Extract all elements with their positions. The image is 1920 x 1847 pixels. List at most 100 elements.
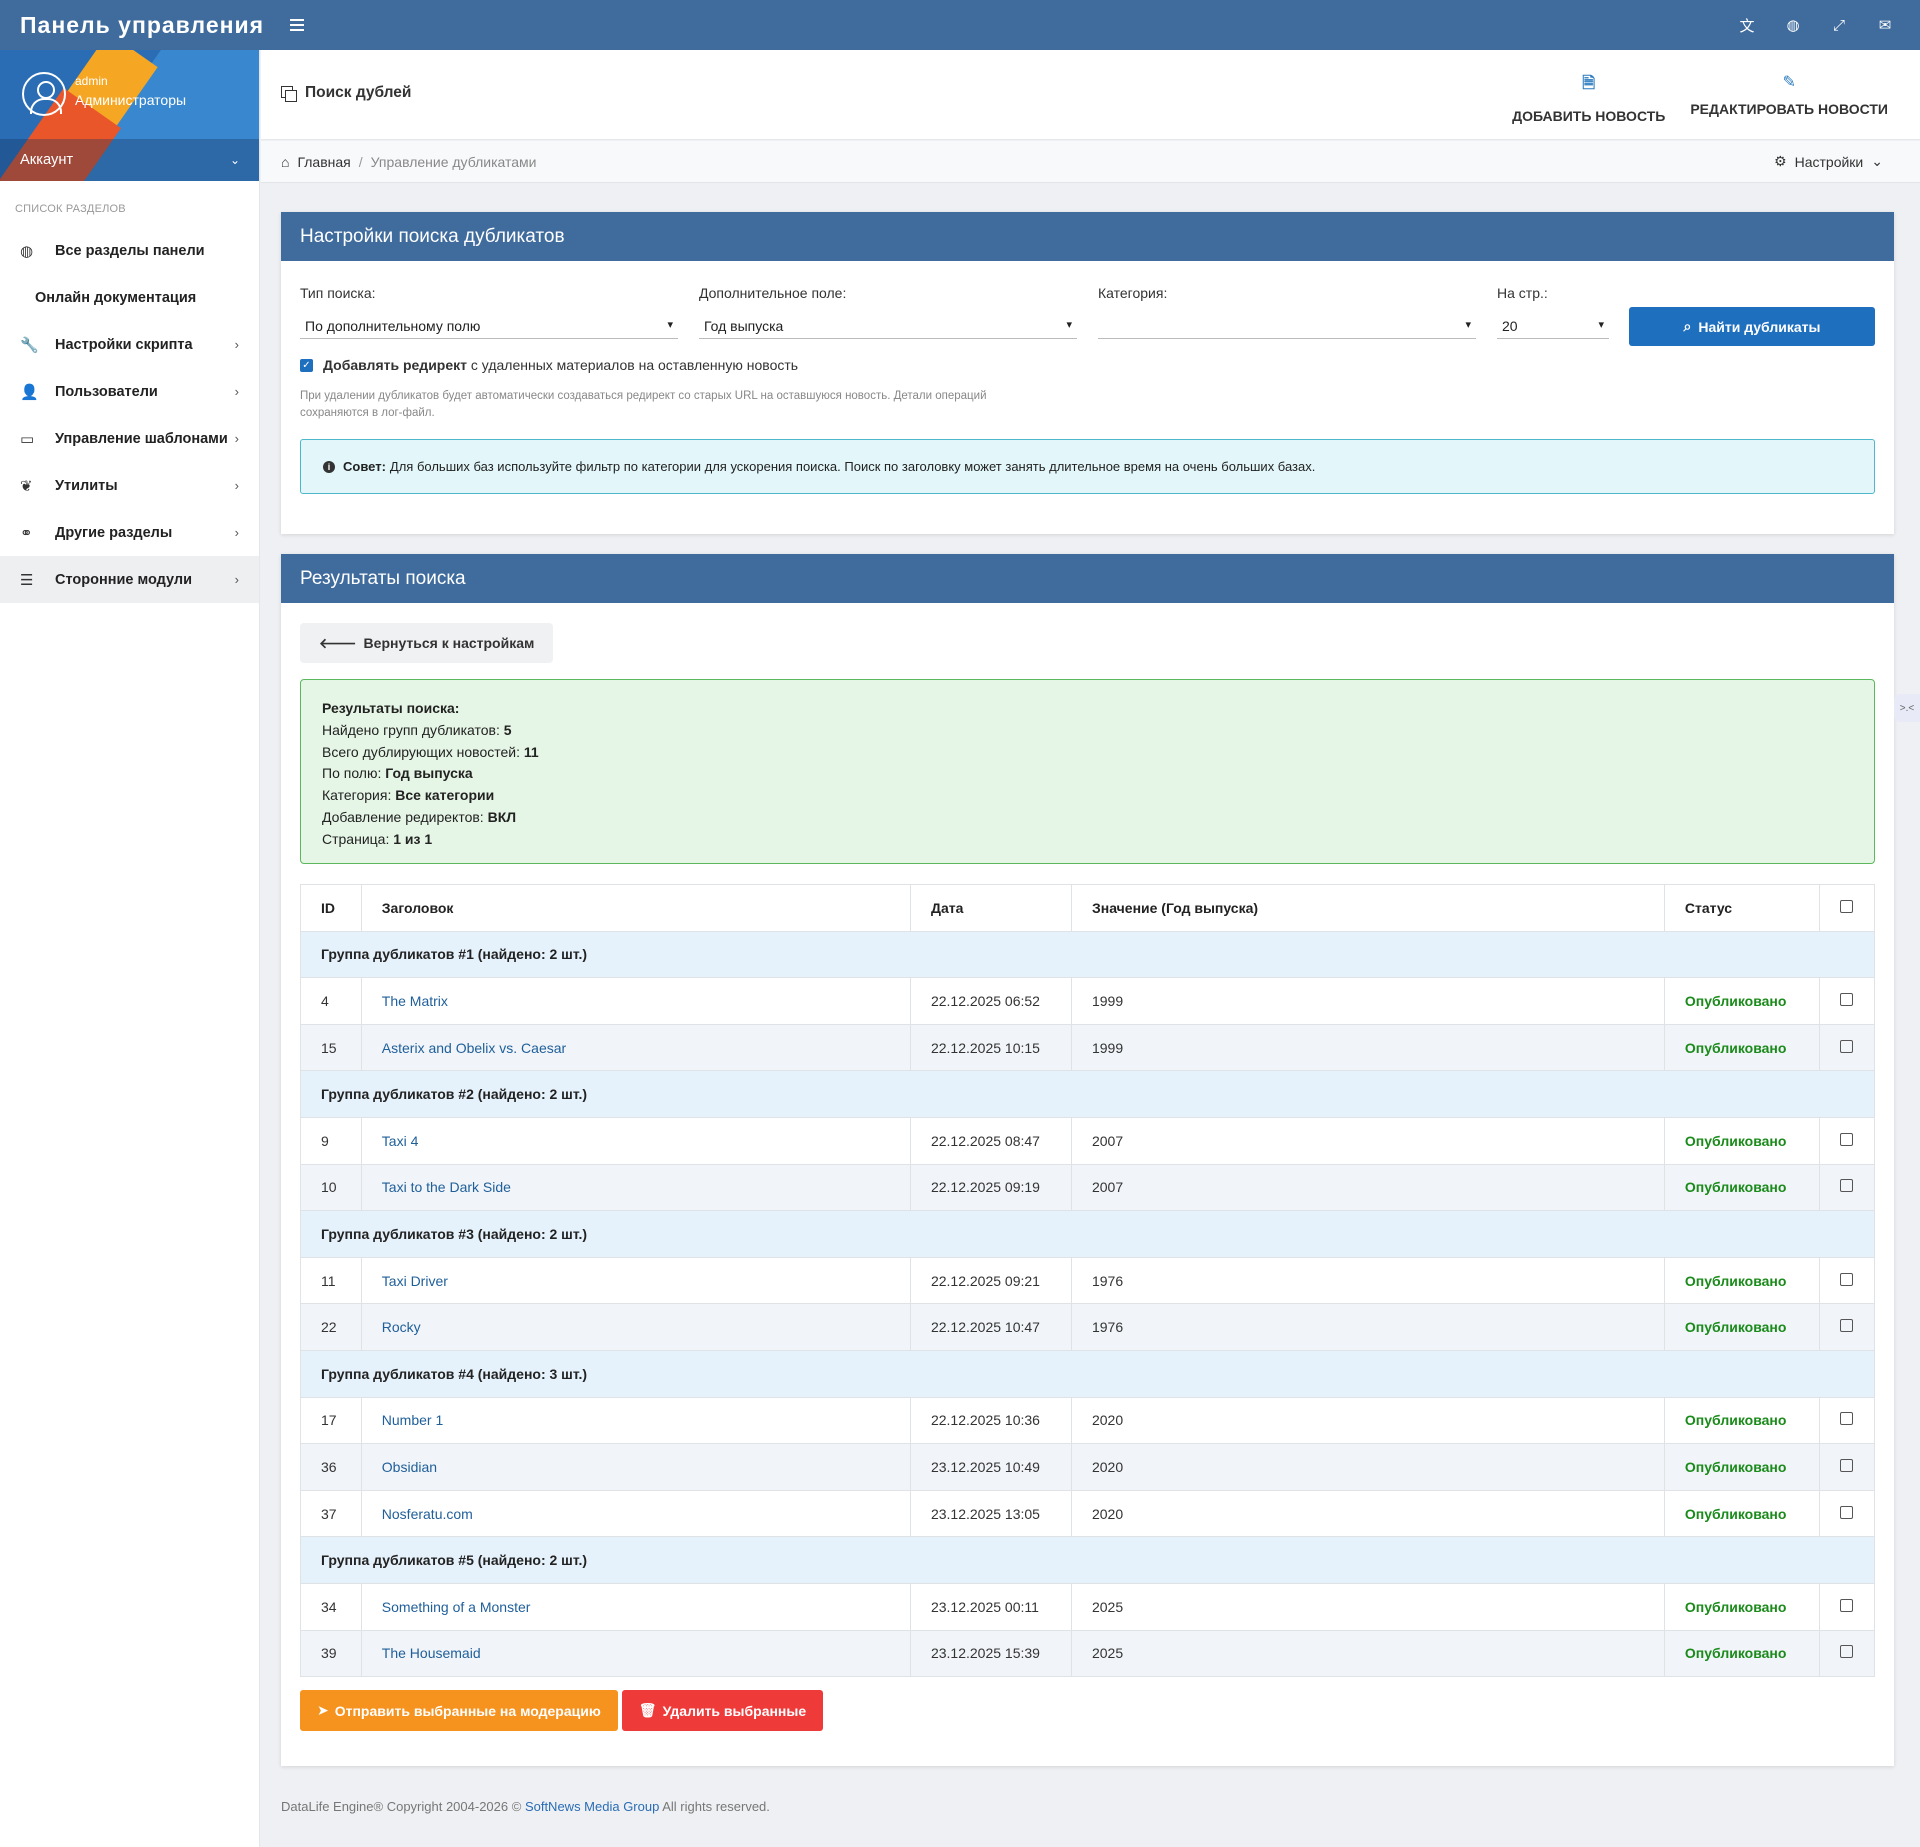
sidebar-item[interactable]: ⚭ Другие разделы › — [0, 509, 259, 556]
settings-dropdown[interactable]: ⚙ Настройки ⌄ — [1774, 153, 1883, 170]
user-name: admin — [75, 74, 108, 88]
breadcrumb-home[interactable]: ⌂ Главная — [281, 153, 351, 170]
cell-id: 11 — [300, 1256, 362, 1305]
chevron-right-icon: › — [234, 525, 239, 540]
chevron-right-icon: › — [234, 572, 239, 587]
sidebar-item[interactable]: Онлайн документация — [0, 274, 259, 321]
chevron-right-icon: › — [234, 384, 239, 399]
brand-title[interactable]: Панель управления — [20, 11, 265, 38]
sidebar-item-label: Все разделы панели — [55, 242, 205, 259]
cell-title: Rocky — [360, 1303, 911, 1351]
cell-title: Taxi to the Dark Side — [360, 1163, 911, 1212]
news-title-link[interactable]: Rocky — [381, 1319, 421, 1336]
redirect-help-text: При удалении дубликатов будет автоматиче… — [300, 390, 987, 419]
search-type-label: Тип поиска: — [300, 285, 376, 301]
cell-value: 2025 — [1070, 1582, 1665, 1631]
category-select[interactable]: ▾ — [1098, 313, 1476, 339]
row-checkbox[interactable] — [1818, 977, 1876, 1025]
laptop-icon: ▭ — [20, 430, 35, 448]
row-checkbox[interactable] — [1818, 1303, 1876, 1351]
sidebar-item-label: Пользователи — [55, 383, 158, 400]
news-title-link[interactable]: Something of a Monster — [381, 1598, 531, 1615]
group-header-label: Группа дубликатов #1 (найдено: 2 шт.) — [300, 930, 1875, 979]
extra-field-select[interactable]: Год выпуска ▾ — [699, 313, 1077, 339]
cell-date: 23.12.2025 15:39 — [909, 1629, 1072, 1678]
row-checkbox[interactable] — [1818, 1629, 1876, 1678]
cell-id: 37 — [300, 1489, 362, 1538]
table-row: 39 The Housemaid 23.12.2025 15:39 2025 Опубл… — [300, 1629, 1876, 1678]
send-to-moderation-button[interactable]: ➤ Отправить выбранные на модерацию — [300, 1690, 618, 1731]
search-type-select[interactable]: По дополнительному полю ▾ — [300, 313, 678, 339]
cell-value: 2020 — [1070, 1489, 1665, 1538]
row-checkbox[interactable] — [1818, 1023, 1876, 1072]
group-header-label: Группа дубликатов #5 (найдено: 2 шт.) — [300, 1536, 1875, 1584]
leaf-icon: ❦ — [20, 477, 33, 495]
globe-icon[interactable]: ◍ — [1786, 17, 1800, 34]
breadcrumb: ⌂ Главная / Управление дубликатами ⚙ Наст… — [261, 141, 1920, 183]
chevron-down-icon: ▾ — [1066, 319, 1072, 331]
per-page-select[interactable]: 20 ▾ — [1497, 313, 1609, 339]
results-card: Результаты поиска 🡐 Вернуться к настройк… — [281, 554, 1894, 1766]
envelope-icon[interactable]: ✉ — [1878, 17, 1892, 34]
duplicates-table: ID Заголовок Дата Значение (Год выпуска)… — [300, 884, 1876, 1678]
sidebar-item[interactable]: 👤 Пользователи › — [0, 368, 259, 415]
breadcrumb-current: Управление дубликатами — [370, 153, 537, 170]
sidebar-item[interactable]: ◍ Все разделы панели — [0, 227, 259, 274]
cell-date: 22.12.2025 06:52 — [909, 977, 1072, 1025]
sidebar-item[interactable]: ▭ Управление шаблонами › — [0, 415, 259, 462]
expand-icon[interactable]: ⤢ — [1832, 16, 1845, 34]
sidebar-item[interactable]: 🔧 Настройки скрипта › — [0, 321, 259, 368]
chevron-down-icon: ▾ — [1598, 319, 1604, 331]
sidebar-item[interactable]: ❦ Утилиты › — [0, 462, 259, 509]
news-title-link[interactable]: Nosferatu.com — [381, 1505, 473, 1522]
globe-icon: ◍ — [20, 242, 34, 260]
cell-date: 23.12.2025 00:11 — [909, 1582, 1072, 1631]
results-summary: Результаты поиска: Найдено групп дублика… — [300, 679, 1875, 864]
delete-selected-button[interactable]: 🗑 Удалить выбранные — [621, 1690, 824, 1731]
news-title-link[interactable]: Obsidian — [381, 1458, 438, 1475]
back-to-settings-button[interactable]: 🡐 Вернуться к настройкам — [300, 623, 554, 663]
group-header-row: Группа дубликатов #5 (найдено: 2 шт.) — [300, 1536, 1875, 1584]
news-title-link[interactable]: Taxi 4 — [381, 1132, 419, 1149]
select-all-checkbox[interactable] — [1818, 884, 1876, 932]
account-dropdown[interactable]: Аккаунт ⌄ — [0, 139, 259, 181]
news-title-link[interactable]: The Housemaid — [381, 1645, 481, 1662]
row-checkbox[interactable] — [1818, 1489, 1876, 1538]
page-title-text: Поиск дублей — [305, 84, 412, 101]
row-checkbox[interactable] — [1818, 1396, 1876, 1445]
cell-id: 17 — [300, 1396, 362, 1445]
sidebar-item-label: Настройки скрипта — [55, 336, 193, 353]
translate-icon[interactable]: 文 — [1739, 17, 1755, 35]
cell-date: 22.12.2025 09:19 — [909, 1163, 1072, 1212]
group-header-label: Группа дубликатов #3 (найдено: 2 шт.) — [300, 1210, 1875, 1258]
find-duplicates-button[interactable]: ⌕ Найти дубликаты — [1629, 307, 1875, 346]
cell-id: 4 — [300, 977, 362, 1025]
redirect-checkbox[interactable]: ✓ — [300, 358, 313, 372]
row-checkbox[interactable] — [1818, 1163, 1876, 1212]
account-label: Аккаунт — [20, 152, 74, 168]
search-settings-card: Настройки поиска дубликатов Тип поиска: … — [281, 212, 1894, 534]
news-title-link[interactable]: Number 1 — [381, 1412, 444, 1429]
top-navbar: Панель управления 文 ◍ ⤢ ✉ — [0, 0, 1920, 50]
menu-toggle-icon[interactable] — [290, 19, 318, 31]
cell-status: Опубликовано — [1663, 1582, 1820, 1631]
row-checkbox[interactable] — [1818, 1582, 1876, 1631]
cell-title: Obsidian — [360, 1443, 911, 1491]
news-title-link[interactable]: Asterix and Obelix vs. Caesar — [381, 1039, 567, 1056]
group-header-row: Группа дубликатов #2 (найдено: 2 шт.) — [300, 1070, 1875, 1118]
edit-news-button[interactable]: ✎ РЕДАКТИРОВАТЬ НОВОСТИ — [1690, 74, 1888, 117]
news-title-link[interactable]: The Matrix — [381, 992, 448, 1009]
news-title-link[interactable]: Taxi to the Dark Side — [381, 1179, 511, 1196]
row-checkbox[interactable] — [1818, 1256, 1876, 1305]
add-news-button[interactable]: 🗎 ДОБАВИТЬ НОВОСТЬ — [1512, 72, 1665, 124]
row-checkbox[interactable] — [1818, 1443, 1876, 1491]
news-title-link[interactable]: Taxi Driver — [381, 1272, 448, 1289]
cell-value: 2020 — [1070, 1396, 1665, 1445]
footer-link[interactable]: SoftNews Media Group — [524, 1799, 660, 1814]
side-panel-toggle[interactable]: >.< — [1894, 694, 1920, 722]
row-checkbox[interactable] — [1818, 1116, 1876, 1165]
column-header-id: ID — [300, 884, 362, 932]
sidebar-item[interactable]: ☰ Сторонние модули › — [0, 556, 259, 603]
avatar[interactable] — [22, 72, 66, 116]
sidebar-item-label: Онлайн документация — [35, 289, 197, 306]
